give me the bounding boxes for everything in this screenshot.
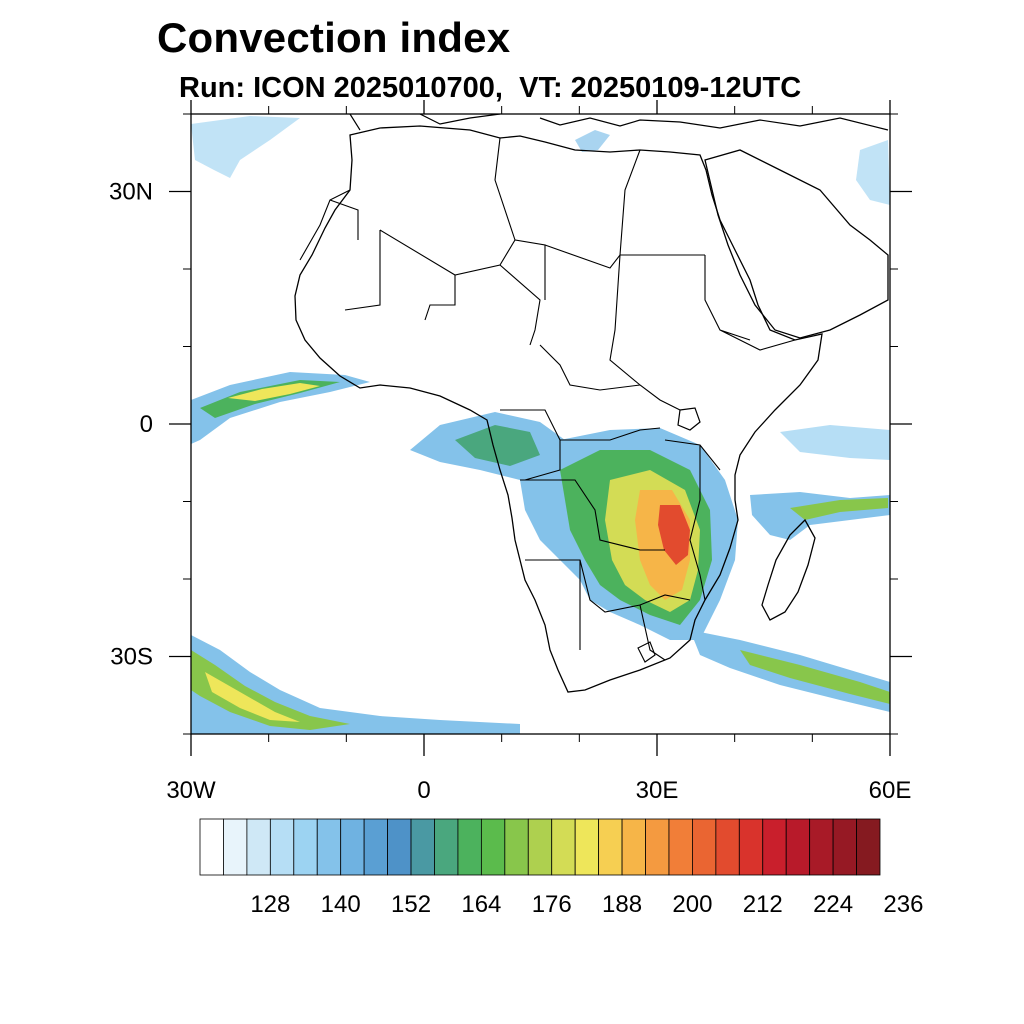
colorbar-swatch — [621, 818, 646, 876]
field-southern-africa-peak — [658, 505, 690, 565]
colorbar-label: 128 — [250, 891, 290, 918]
colorbar-swatch — [223, 818, 248, 876]
field-band-atlantic — [191, 372, 370, 444]
lon-tick-label: 30E — [636, 777, 679, 804]
field-patch-indian-equatorial — [780, 425, 890, 460]
colorbar-swatch — [645, 818, 670, 876]
colorbar-swatch — [199, 818, 224, 876]
colorbar-swatch — [293, 818, 318, 876]
colorbar-swatch — [480, 818, 506, 876]
colorbar-swatch — [856, 818, 881, 876]
field-band-madagascar-north-core — [790, 498, 888, 520]
colorbar-swatch — [762, 818, 787, 876]
colorbar-swatch — [715, 818, 740, 876]
colorbar-swatch — [692, 818, 717, 876]
lat-tick-label: 30S — [110, 644, 153, 671]
lat-tick-label: 30N — [109, 179, 153, 206]
colorbar-swatch — [574, 818, 600, 876]
madagascar-coastline — [761, 518, 816, 621]
colorbar-label: 164 — [461, 891, 501, 918]
colorbar-label: 188 — [602, 891, 642, 918]
colorbar-swatch — [457, 818, 482, 876]
colorbar-label: 140 — [321, 891, 361, 918]
colorbar-swatch — [785, 818, 811, 876]
europe-coastline — [349, 114, 889, 131]
colorbar-swatch — [809, 818, 834, 876]
field-band-southern-ocean-hot — [205, 672, 300, 722]
colorbar-swatch — [598, 818, 623, 876]
colorbar-swatch — [551, 818, 576, 876]
colorbar-swatch — [738, 818, 764, 876]
field-patch-northeast — [856, 140, 890, 205]
field-patch-sinai — [575, 130, 610, 152]
chart-title: Convection index — [157, 14, 511, 61]
colorbar-swatch — [504, 818, 529, 876]
colorbar-swatch — [527, 818, 553, 876]
colorbar-swatch — [832, 818, 857, 876]
colorbar-label: 224 — [813, 891, 853, 918]
colorbar-swatch — [340, 818, 365, 876]
colorbar-swatch — [246, 818, 271, 876]
colorbar-label: 212 — [743, 891, 783, 918]
arabia-coastline — [704, 149, 889, 339]
colorbar-swatch — [363, 818, 388, 876]
lat-tick-label: 0 — [140, 411, 153, 438]
convection-field — [191, 116, 890, 734]
lesotho-border — [637, 641, 656, 663]
country-borders — [299, 137, 796, 661]
field-band-atlantic-hot — [228, 383, 320, 401]
colorbar-swatch — [668, 818, 693, 876]
lake-victoria — [677, 407, 701, 431]
colorbar-label: 152 — [391, 891, 431, 918]
lon-tick-label: 60E — [869, 777, 912, 804]
lon-tick-label: 30W — [166, 777, 216, 804]
colorbar-label: 176 — [532, 891, 572, 918]
colorbar-label: 200 — [672, 891, 712, 918]
colorbar-swatch — [434, 818, 459, 876]
lon-tick-label: 0 — [417, 777, 430, 804]
colorbar-swatch — [316, 818, 342, 876]
colorbar-label: 236 — [883, 891, 923, 918]
map-axes: 30W 0 30E 60E 30N 0 30S — [109, 100, 912, 804]
field-band-indian-ocean-south-core — [740, 650, 890, 704]
colorbar-swatch — [387, 818, 412, 876]
chart-subtitle: Run: ICON 2025010700, VT: 20250109-12UTC — [179, 72, 802, 104]
field-patch-northwest — [191, 116, 300, 178]
field-band-southern-ocean-core — [191, 650, 350, 730]
field-patch-guinea-core — [455, 425, 540, 466]
colorbar-swatch — [269, 818, 295, 876]
colorbar: 128 140 152 164 176 188 200 212 224 236 — [199, 818, 923, 918]
colorbar-swatch — [410, 818, 435, 876]
africa-coastline — [294, 125, 823, 693]
